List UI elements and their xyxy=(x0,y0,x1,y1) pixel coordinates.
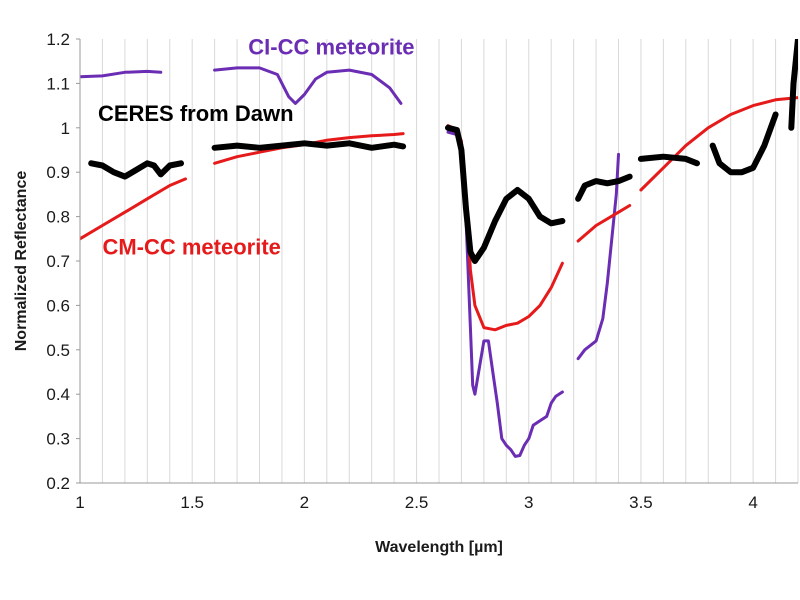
series-line-segment xyxy=(575,173,633,202)
y-axis-title: Normalized Reflectance xyxy=(13,171,30,352)
y-tick-label: 0.8 xyxy=(46,208,70,227)
plot-area xyxy=(79,39,799,484)
y-tick-label: 1.2 xyxy=(46,30,70,49)
gridlines xyxy=(79,39,799,483)
series-line-segment xyxy=(80,69,163,79)
series-line-segment xyxy=(576,152,620,361)
series-line-segment xyxy=(576,204,632,243)
x-tick-label: 2 xyxy=(300,493,309,512)
series-ceres-from-dawn xyxy=(88,39,798,264)
y-tick-label: 0.2 xyxy=(46,474,70,493)
y-tick-label: 0.7 xyxy=(46,252,70,271)
y-tick-label: 1 xyxy=(61,119,70,138)
x-axis-title: Wavelength [µm] xyxy=(375,539,503,556)
series-ci-cc-meteorite xyxy=(80,66,620,458)
x-tick-label: 1.5 xyxy=(180,493,204,512)
series-annotations: CI-CC meteorite CERES from Dawn CM-CC mete… xyxy=(98,35,415,260)
series-line-segment xyxy=(446,130,564,458)
y-tick-label: 0.4 xyxy=(46,385,70,404)
series-line-segment xyxy=(637,153,700,167)
series-layer xyxy=(80,39,798,458)
y-tick-label: 0.6 xyxy=(46,296,70,315)
y-tick-label: 0.9 xyxy=(46,163,70,182)
series-line-segment xyxy=(88,160,184,180)
y-tick-label: 1.1 xyxy=(46,74,70,93)
series-line-segment xyxy=(211,140,407,151)
series-line-segment xyxy=(709,111,779,176)
x-tick-label: 1 xyxy=(75,493,84,512)
x-tick-label: 2.5 xyxy=(405,493,429,512)
y-tick-labels: 0.2 0.3 0.4 0.5 0.6 0.7 0.8 0.9 1 1.1 1.2 xyxy=(46,30,80,493)
series-line-segment xyxy=(639,96,798,192)
series-line-segment xyxy=(213,66,403,105)
x-tick-label: 4 xyxy=(748,493,757,512)
series-line-segment xyxy=(788,39,798,131)
series-line-segment xyxy=(445,124,566,264)
y-tick-label: 0.3 xyxy=(46,430,70,449)
series-line-segment xyxy=(80,177,187,241)
x-tick-label: 3 xyxy=(524,493,533,512)
x-tick-labels: 1 1.5 2 2.5 3 3.5 4 xyxy=(75,493,758,512)
series-annotation-label: CERES from Dawn xyxy=(98,101,294,126)
x-tick-label: 3.5 xyxy=(629,493,653,512)
series-annotation-label: CI-CC meteorite xyxy=(248,35,414,60)
series-annotation-label: CM-CC meteorite xyxy=(102,234,280,259)
y-tick-label: 0.5 xyxy=(46,341,70,360)
